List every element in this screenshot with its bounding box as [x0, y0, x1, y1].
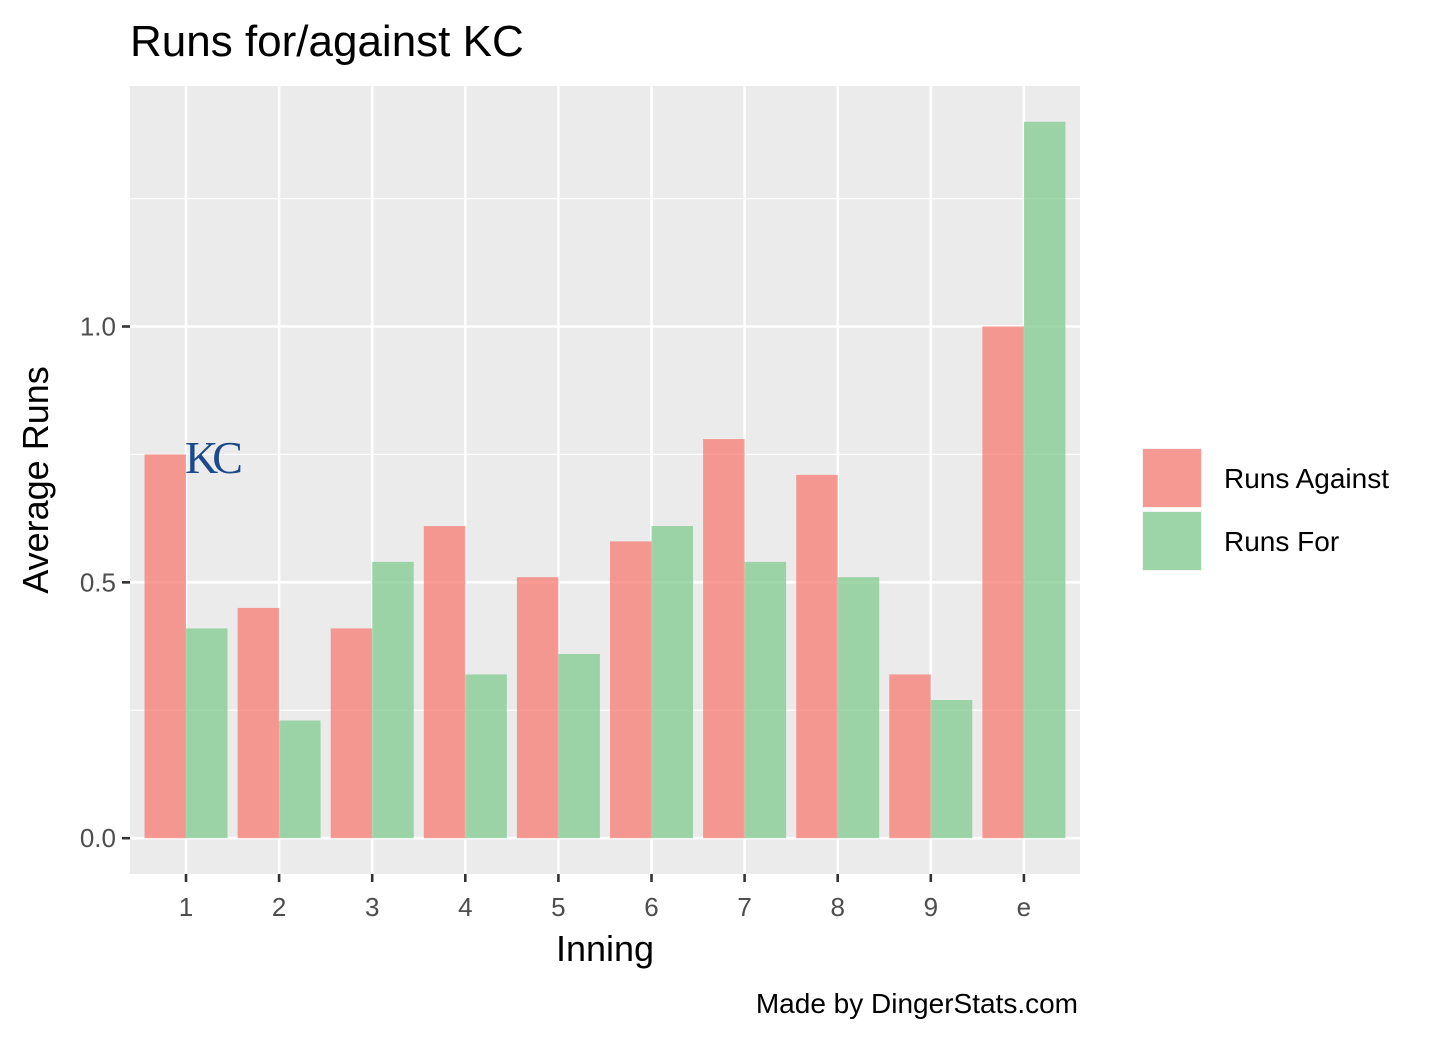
bar-runs-for-e	[1023, 121, 1066, 839]
bar-runs-for-4	[465, 674, 507, 839]
x-tick-label: 1	[179, 892, 193, 922]
legend-label: Runs For	[1224, 526, 1339, 557]
bar-runs-against-e	[982, 326, 1024, 839]
x-tick-label: 6	[644, 892, 658, 922]
x-tick-label: 3	[365, 892, 379, 922]
bars	[144, 121, 1066, 839]
bar-runs-against-9	[889, 674, 931, 839]
bar-runs-against-4	[423, 526, 466, 839]
x-axis: 1 2 3 4 5 6 7 8 9 e	[179, 874, 1031, 922]
y-tick-label: 0.5	[80, 567, 116, 597]
legend-key-runs-for	[1143, 512, 1201, 570]
bar-runs-against-2	[237, 607, 280, 839]
y-tick-label: 1.0	[80, 311, 116, 341]
bar-runs-against-5	[516, 577, 559, 839]
bar-runs-for-7	[744, 561, 787, 839]
x-tick-label: 2	[272, 892, 286, 922]
bar-runs-for-2	[279, 720, 321, 839]
bar-runs-for-8	[837, 577, 880, 839]
bar-runs-against-7	[703, 439, 745, 839]
bar-runs-for-1	[186, 628, 228, 839]
bar-runs-for-3	[372, 561, 414, 839]
bar-runs-against-6	[610, 541, 652, 839]
bar-runs-for-5	[558, 653, 600, 839]
y-axis: 0.0 0.5 1.0	[80, 311, 130, 853]
bar-runs-against-3	[330, 628, 373, 839]
chart-title: Runs for/against KC	[130, 17, 524, 66]
y-axis-title: Average Runs	[15, 366, 56, 593]
x-axis-title: Inning	[556, 928, 654, 969]
bar-runs-for-6	[651, 526, 693, 839]
kc-logo-text: KC	[185, 432, 241, 483]
bar-runs-against-8	[796, 474, 838, 839]
x-tick-label: 9	[924, 892, 938, 922]
y-tick-label: 0.0	[80, 823, 116, 853]
x-tick-label: 7	[737, 892, 751, 922]
bar-runs-against-1	[144, 454, 186, 839]
caption: Made by DingerStats.com	[756, 988, 1078, 1019]
legend: Runs Against Runs For	[1142, 448, 1389, 571]
kc-logo-icon: KC	[185, 432, 247, 483]
legend-key-runs-against	[1143, 449, 1201, 507]
bar-runs-for-9	[930, 700, 973, 839]
x-tick-label: 5	[551, 892, 565, 922]
x-tick-label: 4	[458, 892, 472, 922]
x-tick-label: e	[1017, 892, 1031, 922]
legend-label: Runs Against	[1224, 463, 1389, 494]
x-tick-label: 8	[830, 892, 844, 922]
